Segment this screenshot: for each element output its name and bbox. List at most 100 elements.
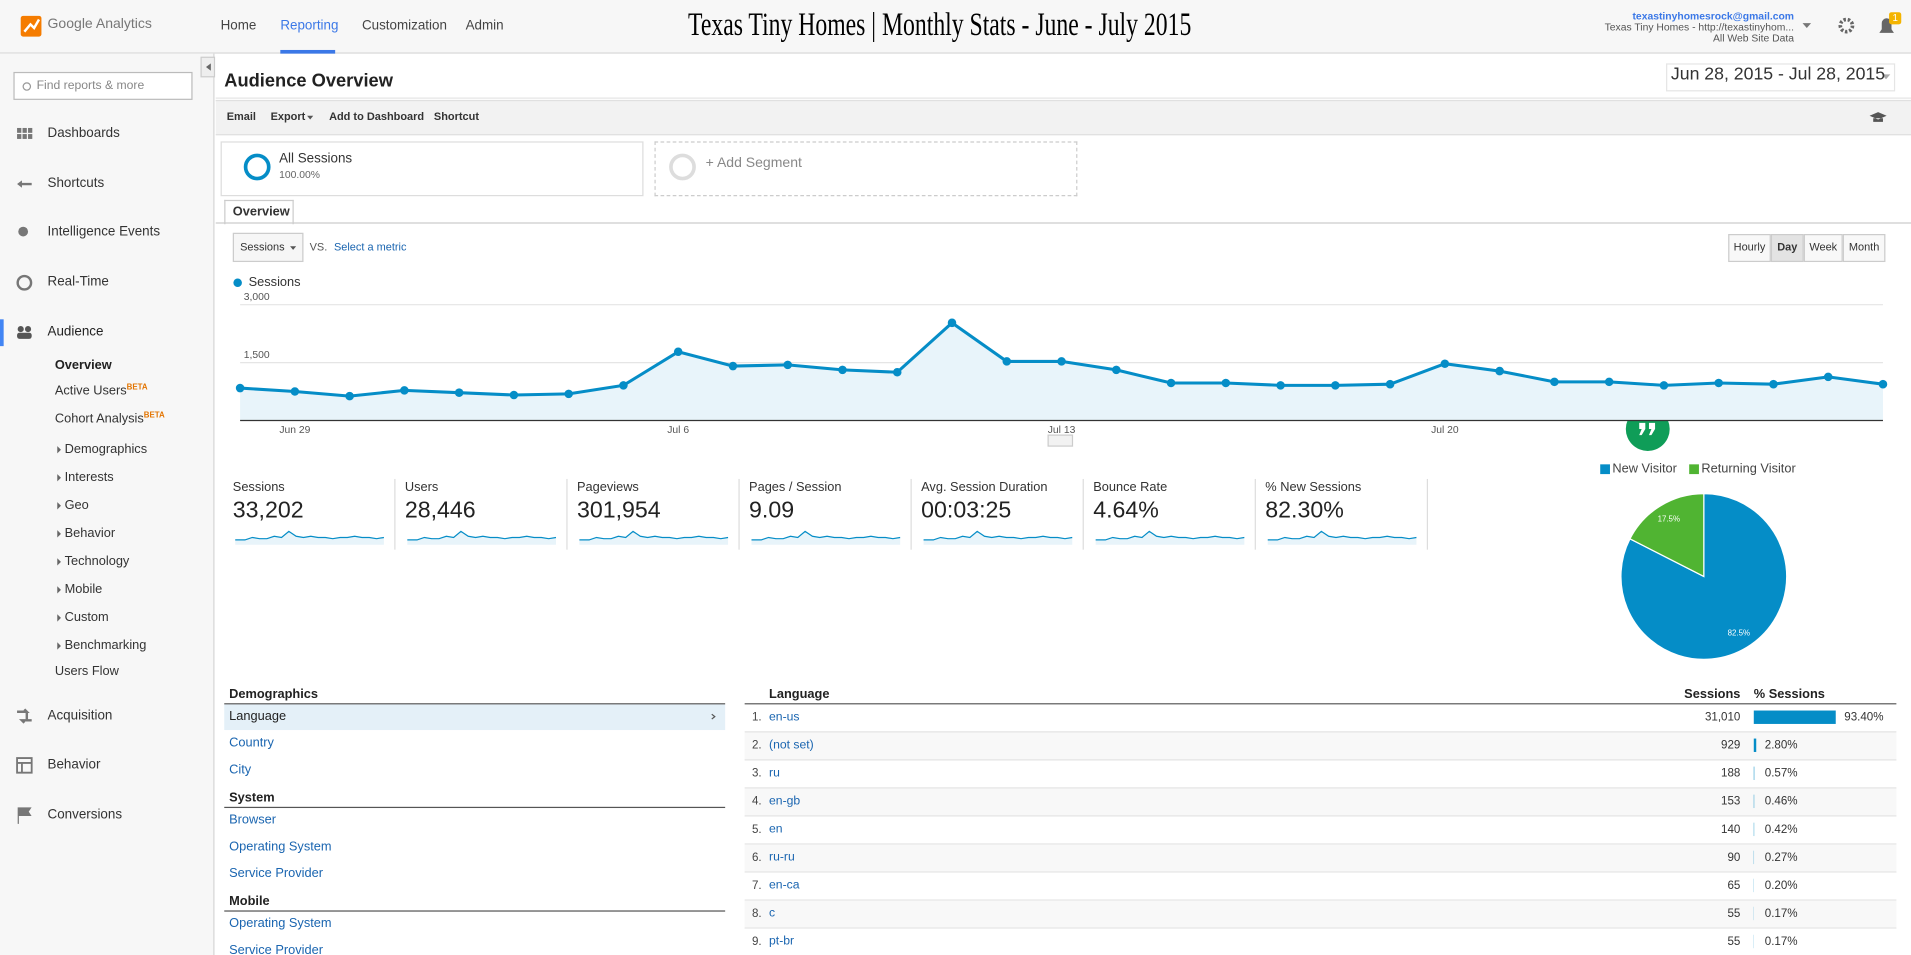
nav-icon <box>17 332 32 339</box>
x-tick-label: Jul 6 <box>667 425 689 436</box>
nav-item-label: Users Flow <box>54 663 119 679</box>
pie-label: 82.5% <box>1728 629 1750 638</box>
nav-link[interactable]: Customization <box>361 18 447 34</box>
dimension-link[interactable]: Operating System <box>229 839 332 854</box>
nav-item[interactable]: Overview <box>55 358 112 373</box>
export-caret <box>307 115 314 120</box>
nav-item[interactable]: Demographics <box>65 442 148 457</box>
row-sessions: 31,010 <box>1704 710 1741 725</box>
action-link[interactable]: Export <box>270 110 306 123</box>
nav-item-label: Active Users <box>54 383 127 399</box>
nav-item[interactable]: Behavior <box>65 526 116 541</box>
select-metric[interactable]: Select a metric <box>333 240 407 254</box>
metric-value: 4.64% <box>1093 497 1159 524</box>
row-language[interactable]: en-us <box>769 710 800 724</box>
dimension-link[interactable]: Operating System <box>229 916 332 931</box>
add-segment[interactable]: + Add Segment <box>705 156 802 171</box>
expand-arrow <box>57 474 61 482</box>
nav-link[interactable]: Admin <box>465 18 504 34</box>
nav-item[interactable]: Cohort AnalysisBETA <box>55 412 165 427</box>
action-link[interactable]: Add to Dashboard <box>329 110 425 123</box>
nav-item-label: Cohort Analysis <box>54 411 144 427</box>
row-sessions: 929 <box>1721 738 1741 753</box>
nav-group-heading: Demographics <box>229 687 319 702</box>
nav-item[interactable]: Custom <box>65 610 109 625</box>
granularity-button[interactable] <box>1803 234 1843 263</box>
settings-icon[interactable] <box>1838 17 1855 34</box>
row-language[interactable]: ru <box>769 766 780 780</box>
dimension-link[interactable]: Service Provider <box>229 942 324 955</box>
selected-row[interactable] <box>224 704 726 731</box>
nav-item[interactable]: Benchmarking <box>65 638 147 653</box>
nav-link[interactable]: Home <box>220 18 257 34</box>
nav-item[interactable]: Users Flow <box>55 664 119 679</box>
row-language[interactable]: en-ca <box>769 878 800 893</box>
row-language[interactable]: (not set) <box>769 738 814 752</box>
row-sessions: 55 <box>1727 935 1741 949</box>
point <box>673 347 683 357</box>
nav-icon <box>17 807 32 824</box>
row-language[interactable]: ru-ru <box>769 850 795 865</box>
action-link[interactable]: Shortcut <box>433 110 479 123</box>
granularity-button[interactable] <box>1842 234 1886 263</box>
segment-box[interactable] <box>220 141 644 197</box>
row-language[interactable]: en <box>769 822 783 837</box>
dimension-link[interactable]: Service Provider <box>229 866 324 881</box>
point <box>1002 357 1012 366</box>
row-language[interactable]: c <box>769 906 776 921</box>
nav-icon <box>17 180 32 188</box>
help-icon[interactable] <box>1869 112 1887 122</box>
metric-select-label: Sessions <box>240 240 285 254</box>
action-link[interactable]: Email <box>226 110 256 123</box>
expand-arrow <box>57 446 61 454</box>
table-row <box>744 732 1897 761</box>
point <box>1276 381 1285 390</box>
date-range-box[interactable] <box>1666 63 1896 92</box>
dimension-link[interactable]: Language <box>229 708 287 724</box>
nav-underline <box>280 49 336 54</box>
nav-item[interactable]: Interests <box>65 470 114 485</box>
point <box>1550 377 1559 387</box>
nav-item[interactable]: Technology <box>65 554 130 569</box>
nav-item[interactable]: Geo <box>65 498 89 513</box>
granularity-button[interactable] <box>1770 234 1804 263</box>
nav-section[interactable]: Audience <box>47 324 104 340</box>
point <box>892 367 902 377</box>
nav-section[interactable]: Intelligence Events <box>47 224 161 240</box>
dimension-link[interactable]: Browser <box>229 812 277 828</box>
search-box[interactable] <box>13 71 193 100</box>
row-language[interactable]: en-gb <box>769 794 801 809</box>
nav-icon <box>22 134 27 139</box>
chart-handle[interactable] <box>1047 434 1074 447</box>
nav-section[interactable]: Real-Time <box>47 274 109 290</box>
nav-item[interactable]: Active UsersBETA <box>55 384 148 399</box>
nav-group-rule <box>224 703 726 705</box>
nav-link[interactable]: Reporting <box>280 18 339 34</box>
metric-label: Sessions <box>232 479 285 495</box>
metric-value: 00:03:25 <box>921 497 1012 524</box>
nav-item[interactable]: Mobile <box>65 582 103 597</box>
nav-section[interactable]: Shortcuts <box>47 175 105 191</box>
nav-section[interactable]: Acquisition <box>47 708 113 724</box>
nav-section[interactable]: Dashboards <box>47 126 120 141</box>
nav-section[interactable]: Conversions <box>47 807 123 822</box>
legend-label: Returning Visitor <box>1701 461 1796 477</box>
segment-name: All Sessions <box>279 151 353 167</box>
point <box>1221 378 1231 388</box>
share-bar <box>1753 766 1755 780</box>
share-bar <box>1753 738 1757 752</box>
sparkline <box>923 530 1073 541</box>
nav-item-label: Demographics <box>64 442 148 457</box>
pie-slice <box>1620 492 1788 660</box>
add-segment-box[interactable] <box>654 141 1078 197</box>
dimension-link[interactable]: Country <box>229 735 274 751</box>
row-language[interactable]: pt-br <box>769 934 795 949</box>
granularity-button[interactable] <box>1728 234 1771 263</box>
dimension-link[interactable]: City <box>229 762 252 778</box>
nav-item-label: Overview <box>54 357 112 373</box>
sparkline-area <box>923 531 1073 545</box>
nav-icon <box>17 134 22 139</box>
nav-section[interactable]: Behavior <box>47 757 101 772</box>
tab[interactable] <box>224 199 294 225</box>
point <box>509 390 519 400</box>
